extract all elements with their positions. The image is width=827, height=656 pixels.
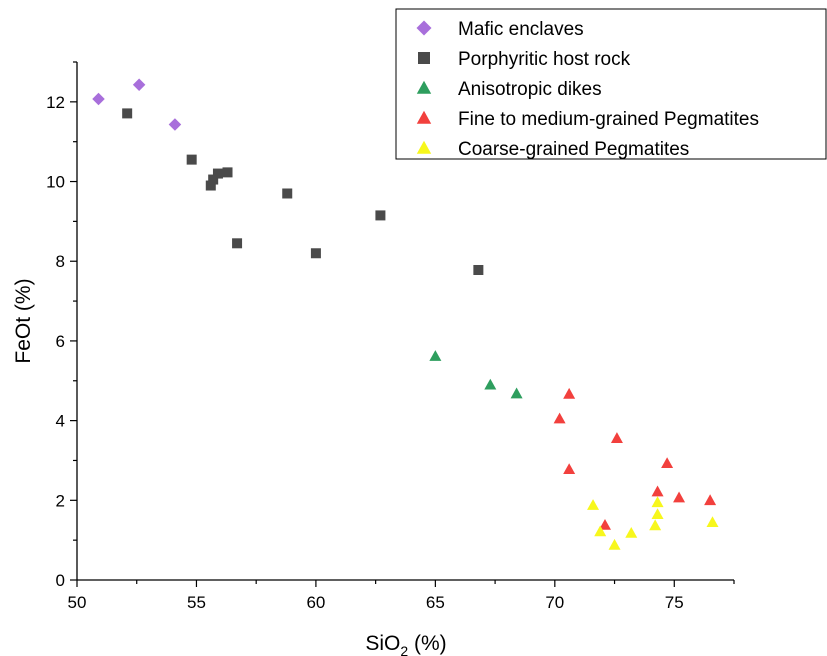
data-point	[232, 238, 243, 249]
y-axis-title: FeOt (%)	[12, 278, 35, 363]
series-anisotropic-dikes	[429, 350, 523, 399]
legend-label: Anisotropic dikes	[458, 79, 602, 100]
axes: 50 55 60 65 70 75 0 2 4 6 8 10 12	[46, 61, 735, 612]
data-point	[625, 526, 638, 538]
legend-marker-fine-to-medium-grained-pegmatites	[416, 110, 432, 124]
legend-label: Mafic enclaves	[458, 19, 584, 40]
data-point	[649, 519, 662, 531]
y-tick-label: 6	[56, 332, 65, 351]
x-tick-label: 70	[545, 593, 564, 612]
data-point	[704, 494, 717, 506]
x-tick-label: 55	[187, 593, 206, 612]
data-point	[651, 485, 664, 497]
data-point	[563, 463, 576, 475]
data-point	[706, 516, 719, 528]
legend-marker-anisotropic-dikes	[416, 80, 432, 94]
y-tick-label: 4	[56, 412, 65, 431]
data-point	[510, 387, 523, 399]
legend-marker-coarse-grained-pegmatites	[416, 140, 432, 154]
data-point	[651, 496, 664, 508]
x-axis-title: SiO2 (%)	[365, 632, 446, 656]
x-tick-label: 60	[306, 593, 325, 612]
y-tick-label: 8	[56, 252, 65, 271]
data-point	[282, 188, 293, 199]
data-point	[222, 167, 233, 178]
data-point	[92, 92, 105, 106]
y-tick-label: 12	[46, 93, 65, 112]
legend-label: Fine to medium-grained Pegmatites	[458, 109, 759, 130]
data-point	[608, 538, 621, 550]
x-tick-label: 65	[426, 593, 445, 612]
data-point	[610, 432, 623, 443]
data-point	[429, 350, 442, 361]
data-point	[587, 499, 600, 510]
legend: Mafic enclaves Porphyritic host rock Aniso…	[395, 8, 827, 160]
plot-area	[92, 78, 719, 550]
data-point	[375, 210, 386, 221]
data-point	[122, 108, 133, 119]
series-porphyritic-host-rock	[122, 108, 484, 275]
data-point	[473, 264, 484, 275]
data-point	[594, 525, 607, 537]
data-point	[651, 508, 664, 520]
x-axis-title-subscript: 2	[400, 643, 408, 656]
legend-marker-mafic-enclaves	[416, 20, 432, 36]
y-tick-label: 2	[56, 491, 65, 510]
legend-label: Coarse-grained Pegmatites	[458, 139, 689, 160]
legend-marker-porphyritic-host-rock	[418, 52, 430, 64]
x-tick-label: 75	[665, 593, 684, 612]
legend-label: Porphyritic host rock	[458, 49, 631, 70]
x-tick-label: 50	[68, 593, 87, 612]
data-point	[310, 248, 321, 259]
data-point	[205, 180, 216, 191]
data-point	[132, 78, 146, 91]
data-point	[553, 412, 566, 424]
data-point	[212, 168, 223, 179]
data-point	[168, 118, 182, 131]
data-point	[598, 519, 611, 530]
legend-box	[395, 8, 827, 160]
data-point	[563, 387, 576, 399]
series-mafic-enclaves	[92, 78, 182, 131]
series-coarse-grained-pegmatites	[587, 496, 719, 550]
data-point	[186, 154, 197, 165]
y-tick-label: 10	[46, 173, 65, 192]
y-tick-label: 0	[56, 571, 65, 590]
data-point	[484, 378, 497, 390]
data-point	[661, 457, 674, 469]
series-fine-to-medium-grained-pegmatites	[553, 387, 717, 530]
data-point	[673, 491, 686, 503]
data-point	[208, 174, 219, 185]
